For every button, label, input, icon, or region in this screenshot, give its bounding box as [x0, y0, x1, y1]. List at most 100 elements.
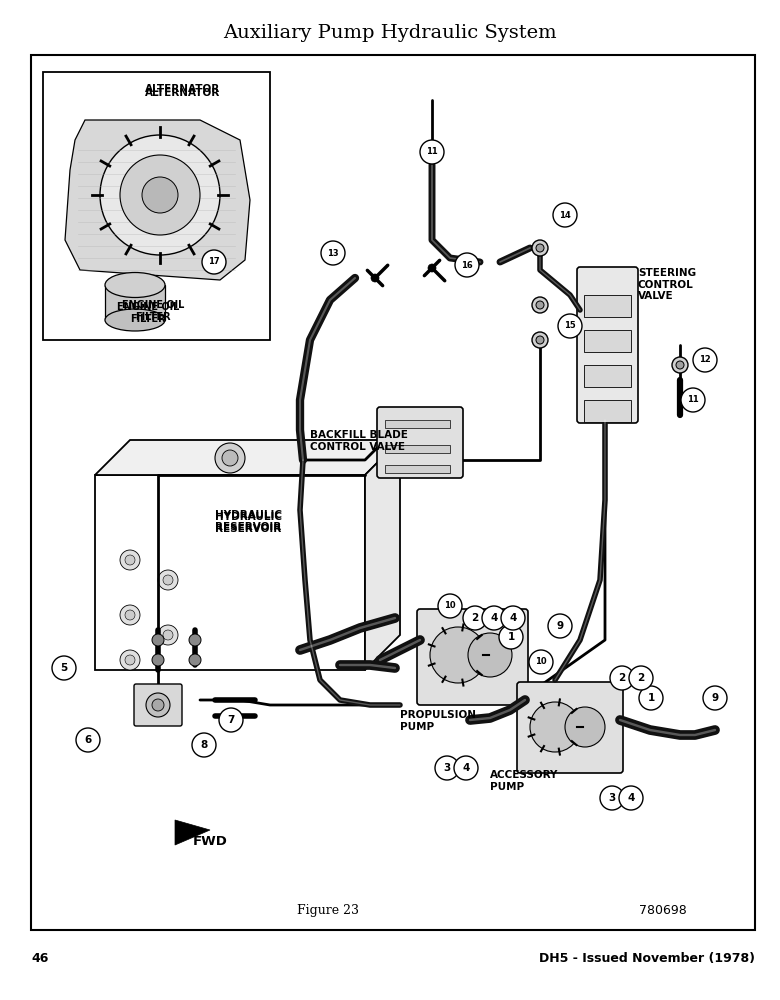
Circle shape: [463, 606, 487, 630]
Bar: [584, 400, 631, 422]
Circle shape: [639, 686, 663, 710]
Text: 2: 2: [637, 673, 644, 683]
Circle shape: [222, 450, 238, 466]
Text: 10: 10: [535, 658, 547, 666]
Circle shape: [629, 666, 653, 690]
Polygon shape: [65, 120, 250, 280]
Circle shape: [672, 357, 688, 373]
Circle shape: [438, 594, 462, 618]
Circle shape: [532, 332, 548, 348]
Text: DH5 - Issued November (1978): DH5 - Issued November (1978): [539, 952, 755, 965]
Circle shape: [215, 443, 245, 473]
Bar: [584, 330, 631, 352]
Bar: [385, 465, 450, 473]
Circle shape: [430, 627, 486, 683]
Circle shape: [530, 702, 580, 752]
Text: 14: 14: [559, 211, 571, 220]
Circle shape: [163, 630, 173, 640]
Bar: [584, 365, 631, 387]
Circle shape: [152, 634, 164, 646]
Circle shape: [619, 786, 643, 810]
Circle shape: [371, 274, 379, 282]
Text: FWD: FWD: [193, 835, 228, 848]
Circle shape: [536, 336, 544, 344]
Text: 17: 17: [208, 257, 220, 266]
Text: PROPULSION
PUMP: PROPULSION PUMP: [400, 710, 476, 732]
Circle shape: [693, 348, 717, 372]
FancyBboxPatch shape: [134, 684, 182, 726]
Text: 2: 2: [619, 673, 626, 683]
Text: ACCESSORY
PUMP: ACCESSORY PUMP: [490, 770, 558, 792]
Circle shape: [532, 240, 548, 256]
FancyBboxPatch shape: [517, 682, 623, 773]
FancyBboxPatch shape: [417, 609, 528, 705]
Circle shape: [482, 606, 506, 630]
Text: HYDRAULIC
RESERVOIR: HYDRAULIC RESERVOIR: [215, 512, 282, 534]
Text: BACKFILL BLADE
CONTROL VALVE: BACKFILL BLADE CONTROL VALVE: [310, 430, 408, 452]
Ellipse shape: [105, 309, 165, 331]
Text: ENGINE OIL
FILTER: ENGINE OIL FILTER: [122, 300, 184, 322]
Circle shape: [125, 610, 135, 620]
Bar: [43, 72, 270, 340]
Bar: [95, 475, 365, 670]
Circle shape: [435, 756, 459, 780]
Circle shape: [428, 264, 436, 272]
Circle shape: [158, 570, 178, 590]
Polygon shape: [175, 820, 210, 845]
Circle shape: [532, 297, 548, 313]
Circle shape: [189, 634, 201, 646]
Text: 3: 3: [608, 793, 615, 803]
FancyBboxPatch shape: [577, 267, 638, 423]
Circle shape: [610, 666, 634, 690]
Circle shape: [558, 314, 582, 338]
Circle shape: [192, 733, 216, 757]
Text: 4: 4: [463, 763, 470, 773]
Circle shape: [120, 550, 140, 570]
Text: HYDRAULIC
RESERVOIR: HYDRAULIC RESERVOIR: [215, 510, 282, 532]
Text: 11: 11: [687, 395, 699, 404]
Circle shape: [536, 244, 544, 252]
Text: 15: 15: [564, 322, 576, 330]
Text: 46: 46: [31, 952, 48, 965]
Text: ALTERNATOR: ALTERNATOR: [145, 88, 221, 98]
Text: 1: 1: [507, 632, 515, 642]
Bar: [31, 55, 755, 930]
Text: Figure 23: Figure 23: [296, 904, 359, 917]
Circle shape: [120, 155, 200, 235]
Circle shape: [120, 650, 140, 670]
Circle shape: [676, 361, 684, 369]
Text: 1: 1: [647, 693, 654, 703]
Bar: [385, 420, 450, 428]
Circle shape: [321, 241, 345, 265]
FancyBboxPatch shape: [377, 407, 463, 478]
Circle shape: [468, 633, 512, 677]
Circle shape: [52, 656, 76, 680]
Text: 4: 4: [491, 613, 498, 623]
Text: ENGINE OIL
FILTER: ENGINE OIL FILTER: [117, 302, 179, 324]
Text: STEERING
CONTROL
VALVE: STEERING CONTROL VALVE: [638, 268, 696, 301]
Circle shape: [529, 650, 553, 674]
Text: ALTERNATOR: ALTERNATOR: [145, 84, 221, 94]
Circle shape: [548, 614, 572, 638]
Circle shape: [499, 625, 523, 649]
Text: 13: 13: [327, 248, 339, 257]
Ellipse shape: [105, 272, 165, 298]
Text: Auxiliary Pump Hydraulic System: Auxiliary Pump Hydraulic System: [223, 24, 557, 42]
Circle shape: [142, 177, 178, 213]
Text: 780698: 780698: [639, 904, 687, 917]
Circle shape: [125, 655, 135, 665]
Polygon shape: [95, 440, 400, 475]
Circle shape: [454, 756, 478, 780]
Polygon shape: [365, 440, 400, 670]
Text: 12: 12: [699, 356, 711, 364]
Circle shape: [125, 555, 135, 565]
Circle shape: [553, 203, 577, 227]
Text: 7: 7: [227, 715, 235, 725]
Text: 6: 6: [84, 735, 91, 745]
Circle shape: [420, 140, 444, 164]
Circle shape: [681, 388, 705, 412]
Text: 5: 5: [60, 663, 68, 673]
Circle shape: [202, 250, 226, 274]
Circle shape: [100, 135, 220, 255]
Bar: [385, 445, 450, 453]
